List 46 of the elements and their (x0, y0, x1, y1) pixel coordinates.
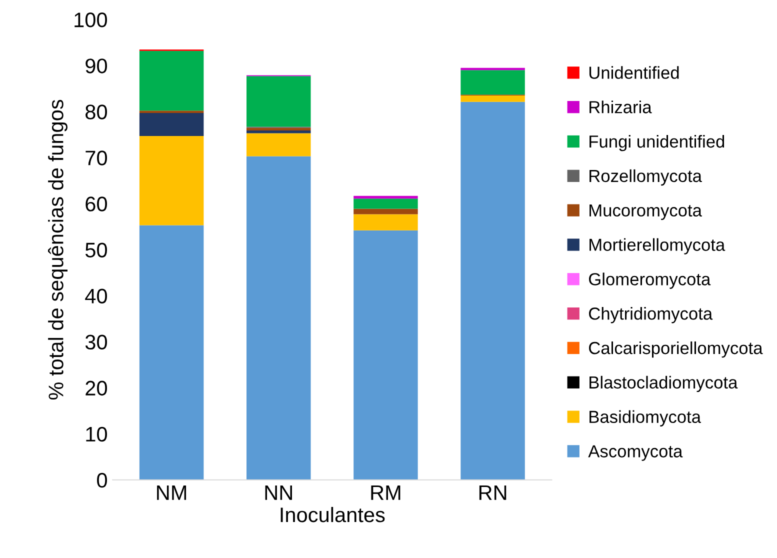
y-tick-label: 70 (86, 150, 107, 166)
y-tick-label: 90 (86, 58, 107, 74)
legend-label: Mortierellomycota (590, 238, 726, 254)
bar (246, 76, 311, 127)
y-tick-label: 0 (97, 472, 107, 488)
bar (354, 230, 418, 480)
x-axis-title: Inoculantes (280, 506, 385, 522)
legend-label: Ascomycota (588, 445, 683, 461)
x-tick-label: NN (265, 486, 292, 500)
legend-label: Mucoromycota (590, 204, 702, 220)
legend-label: Fungi unidentified (590, 134, 724, 152)
bar (354, 214, 418, 230)
x-tick-label: RM (371, 486, 400, 500)
x-tick-label: NM (157, 486, 186, 500)
y-tick-label: 80 (86, 104, 107, 120)
legend-label: Rozellomycota (590, 169, 702, 186)
legend-label: Chytridiomycota (589, 307, 713, 324)
bar (246, 133, 311, 156)
bar (460, 102, 525, 480)
bar (354, 196, 418, 199)
legend-label: Calcarisporiellomycota (589, 341, 763, 358)
bar (246, 128, 311, 130)
bar (460, 95, 525, 102)
y-tick-label: 30 (85, 334, 107, 350)
bar (354, 198, 418, 209)
bar (139, 112, 204, 136)
legend-label: Blastocladiomycota (590, 376, 738, 392)
legend-label: Rhizaria (590, 100, 652, 114)
y-tick-label: 10 (86, 426, 107, 442)
y-axis-title: % total de sequências de fungos (48, 100, 68, 400)
y-tick-label: 60 (86, 196, 107, 212)
y-tick-label: 40 (85, 288, 107, 304)
bar (246, 130, 311, 134)
y-tick-label: 20 (86, 380, 107, 396)
x-tick-label: RN (479, 486, 506, 500)
bar (460, 70, 525, 95)
bar (246, 156, 311, 480)
legend-label: Glomeromycota (589, 272, 711, 289)
bar (139, 50, 204, 111)
legend-label: Basidiomycota (590, 410, 702, 426)
y-tick-label: 50 (85, 242, 107, 258)
bar (354, 208, 418, 214)
bar (139, 225, 204, 480)
y-tick-label: 100 (74, 12, 107, 28)
bar (139, 136, 204, 226)
legend-label: Unidentified (589, 66, 679, 79)
